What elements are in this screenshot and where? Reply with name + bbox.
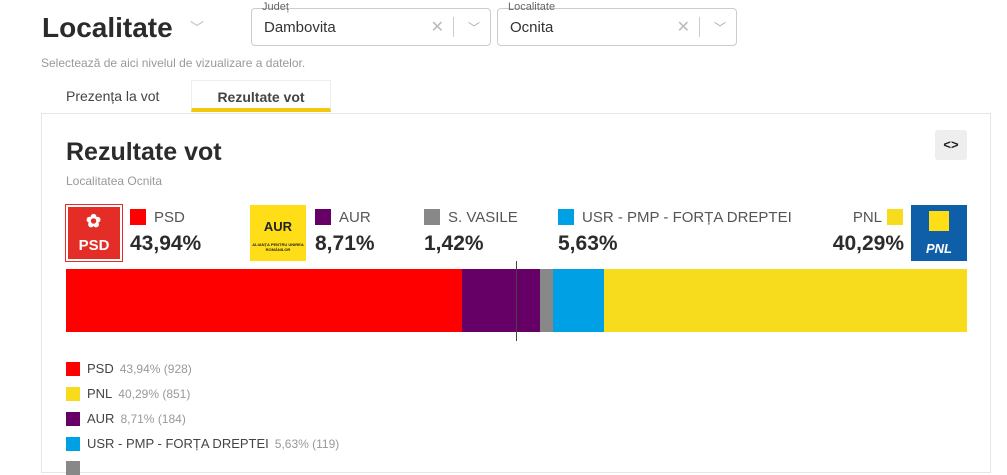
hint-text: Selectează de aici nivelul de vizualizar… [41, 56, 306, 70]
legend-label: AUR [87, 411, 115, 426]
legend-item[interactable] [66, 461, 93, 475]
psd-logo: ✿ PSD [65, 204, 123, 262]
vasile-name: S. VASILE [448, 209, 518, 226]
pnl-swatch [887, 209, 903, 225]
chevron-down-icon[interactable]: ﹀ [467, 21, 480, 35]
card-subtitle: Localitatea Ocnita [66, 174, 163, 188]
psd-percent: 43,94% [130, 232, 202, 255]
legend-item[interactable]: PNL 40,29% (851) [66, 386, 190, 401]
clear-icon[interactable]: ✕ [676, 19, 690, 36]
tab-turnout[interactable]: Prezența la vot [66, 88, 160, 104]
county-value: Dambovita [264, 19, 336, 36]
legend-label: USR - PMP - FORȚA DREPTEI [87, 436, 269, 451]
legend-value: 8,71% (184) [120, 411, 186, 426]
vasile-swatch [424, 209, 440, 225]
majority-line [516, 261, 517, 341]
legend-value: 40,29% (851) [118, 386, 191, 401]
aur-name: AUR [339, 209, 371, 226]
usr-percent: 5,63% [558, 232, 618, 255]
bar-segment-aur[interactable] [461, 269, 541, 332]
pnl-logo: PNL [911, 205, 967, 261]
locality-value: Ocnita [510, 19, 554, 36]
arrow-icon [929, 211, 949, 231]
county-label: Județ [262, 1, 289, 13]
bar-segment-psd[interactable] [66, 269, 462, 332]
aur-swatch [315, 209, 331, 225]
pnl-name: PNL [852, 209, 882, 226]
county-select[interactable]: Județ Dambovita ✕ ﹀ [251, 1, 491, 46]
tab-results[interactable]: Rezultate vot [191, 80, 331, 112]
legend-swatch [66, 361, 80, 376]
aur-percent: 8,71% [315, 232, 375, 255]
usr-swatch [558, 209, 574, 225]
divider [453, 17, 454, 37]
legend-label: PSD [87, 361, 114, 376]
bar-segment-usr-pmp-for-a-dreptei[interactable] [553, 269, 604, 332]
legend-swatch [66, 461, 80, 475]
psd-name: PSD [154, 209, 185, 226]
legend-item[interactable]: USR - PMP - FORȚA DREPTEI 5,63% (119) [66, 436, 339, 451]
level-title[interactable]: Localitate [42, 12, 173, 43]
bar-segment-s-vasile[interactable] [540, 269, 554, 332]
legend-swatch [66, 411, 80, 426]
legend-swatch [66, 386, 80, 401]
pnl-percent: 40,29% [832, 232, 904, 255]
results-bar [66, 269, 967, 332]
usr-name: USR - PMP - FORȚA DREPTEI [582, 209, 792, 226]
legend-value: 43,94% (928) [119, 361, 192, 376]
rose-icon: ✿ [86, 211, 102, 231]
vasile-percent: 1,42% [424, 232, 484, 255]
card-title: Rezultate vot [66, 138, 222, 166]
clear-icon[interactable]: ✕ [430, 19, 444, 36]
embed-code-button[interactable]: <> [935, 130, 967, 160]
locality-label: Localitate [508, 1, 556, 13]
legend-item[interactable]: PSD 43,94% (928) [66, 361, 192, 376]
aur-logo: AUR ALIANȚA PENTRU UNIREA ROMÂNILOR [250, 205, 306, 261]
psd-swatch [130, 209, 146, 225]
locality-select[interactable]: Localitate Ocnita ✕ ﹀ [497, 1, 737, 46]
legend-swatch [66, 436, 80, 451]
legend-item[interactable]: AUR 8,71% (184) [66, 411, 186, 426]
divider [699, 17, 700, 37]
bar-segment-pnl[interactable] [603, 269, 967, 332]
chevron-down-icon[interactable]: ﹀ [713, 21, 726, 35]
legend-value: 5,63% (119) [274, 436, 340, 451]
chevron-down-icon[interactable]: ﹀ [190, 20, 204, 36]
legend-label: PNL [87, 386, 113, 401]
